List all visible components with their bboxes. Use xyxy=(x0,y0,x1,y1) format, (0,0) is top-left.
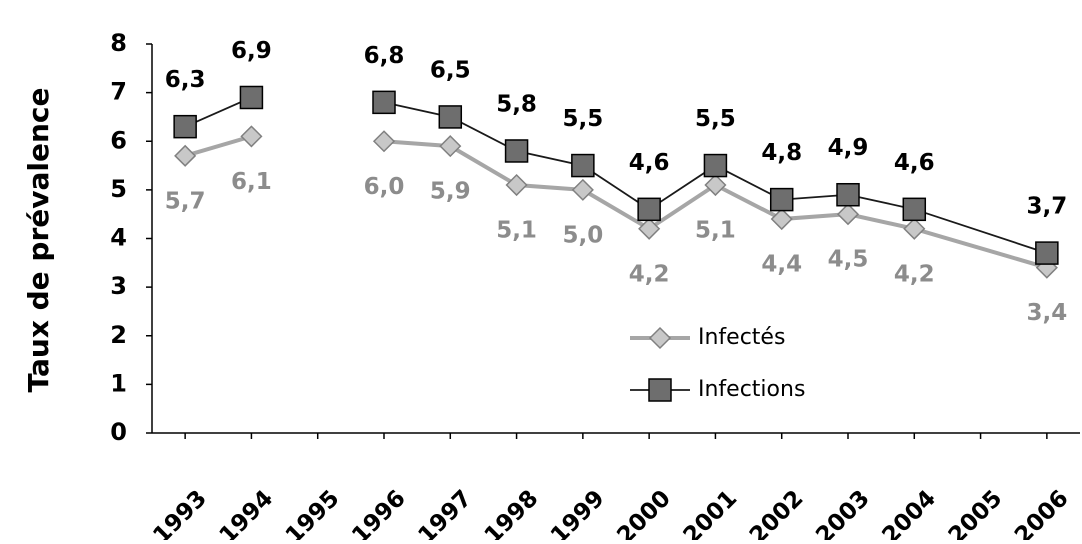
point xyxy=(505,173,528,197)
y-tick-label: 4 xyxy=(110,224,127,252)
x-tick-label: 2000 xyxy=(612,485,676,540)
data-label: 6,1 xyxy=(231,169,272,195)
series-line xyxy=(383,101,1048,254)
point xyxy=(372,130,396,153)
data-label: 6,9 xyxy=(231,38,272,64)
legend-marker xyxy=(648,326,672,350)
data-label: 4,6 xyxy=(629,150,670,176)
point xyxy=(571,178,594,201)
y-tick-label: 5 xyxy=(110,175,127,203)
x-tick-label: 1993 xyxy=(148,485,212,540)
y-tick-label: 3 xyxy=(110,272,127,300)
x-tick-label: 2005 xyxy=(944,485,1008,540)
point xyxy=(770,207,793,231)
data-label: 5,0 xyxy=(562,222,603,248)
point xyxy=(637,197,661,222)
data-label: 4,8 xyxy=(761,140,802,166)
x-tick-label: 2001 xyxy=(679,485,743,540)
x-tick-label: 1998 xyxy=(480,485,544,540)
data-label: 5,5 xyxy=(695,106,736,132)
y-tick-label: 7 xyxy=(110,78,127,106)
y-tick-label: 0 xyxy=(110,418,127,446)
point xyxy=(769,187,794,212)
legend-marker xyxy=(648,378,672,402)
point xyxy=(836,203,860,226)
x-tick-label: 2002 xyxy=(745,485,809,540)
x-tick-label: 1997 xyxy=(413,485,477,540)
x-tick-label: 1996 xyxy=(347,485,411,540)
legend-label: Infectés xyxy=(698,325,785,350)
y-axis-label: Taux de prévalence xyxy=(22,87,55,392)
point xyxy=(902,197,927,222)
point xyxy=(571,153,595,178)
data-label: 4,2 xyxy=(894,261,935,287)
data-label: 5,1 xyxy=(496,218,537,244)
data-label: 3,7 xyxy=(1026,194,1067,220)
point xyxy=(836,182,860,207)
data-label: 4,4 xyxy=(761,252,802,278)
data-label: 5,9 xyxy=(430,179,471,205)
point xyxy=(438,105,463,129)
data-label: 4,5 xyxy=(828,247,869,273)
data-label: 4,6 xyxy=(894,150,935,176)
point xyxy=(239,85,264,110)
data-label: 5,7 xyxy=(165,188,206,214)
point xyxy=(372,90,396,115)
point xyxy=(240,125,263,148)
x-tick-label: 2004 xyxy=(877,485,941,540)
legend-label: Infections xyxy=(698,377,805,402)
point xyxy=(504,139,529,163)
data-label: 3,4 xyxy=(1026,300,1067,326)
data-label: 6,8 xyxy=(364,43,405,69)
series-line xyxy=(383,139,1048,270)
y-tick-label: 6 xyxy=(110,126,127,154)
data-label: 6,0 xyxy=(364,174,405,200)
point xyxy=(174,144,197,167)
data-label: 6,3 xyxy=(165,67,206,93)
x-tick-label: 1995 xyxy=(281,485,345,540)
point xyxy=(638,217,661,240)
x-tick-label: 2006 xyxy=(1010,485,1074,540)
point xyxy=(1035,241,1059,265)
point xyxy=(704,173,727,197)
data-label: 6,5 xyxy=(430,57,471,83)
point xyxy=(903,217,926,240)
data-label: 5,5 xyxy=(562,106,603,132)
y-tick-label: 2 xyxy=(110,321,127,349)
point xyxy=(173,114,197,139)
series-line xyxy=(184,134,252,158)
data-label: 4,9 xyxy=(828,135,869,161)
x-tick-label: 1999 xyxy=(546,485,610,540)
y-tick-label: 8 xyxy=(110,29,127,57)
data-label: 5,1 xyxy=(695,218,736,244)
y-tick-label: 1 xyxy=(110,369,127,397)
x-tick-label: 1994 xyxy=(215,485,279,540)
x-tick-label: 2003 xyxy=(811,485,875,540)
data-label: 5,8 xyxy=(496,91,537,117)
point xyxy=(439,135,462,158)
data-label: 4,2 xyxy=(629,261,670,287)
point xyxy=(703,153,728,178)
